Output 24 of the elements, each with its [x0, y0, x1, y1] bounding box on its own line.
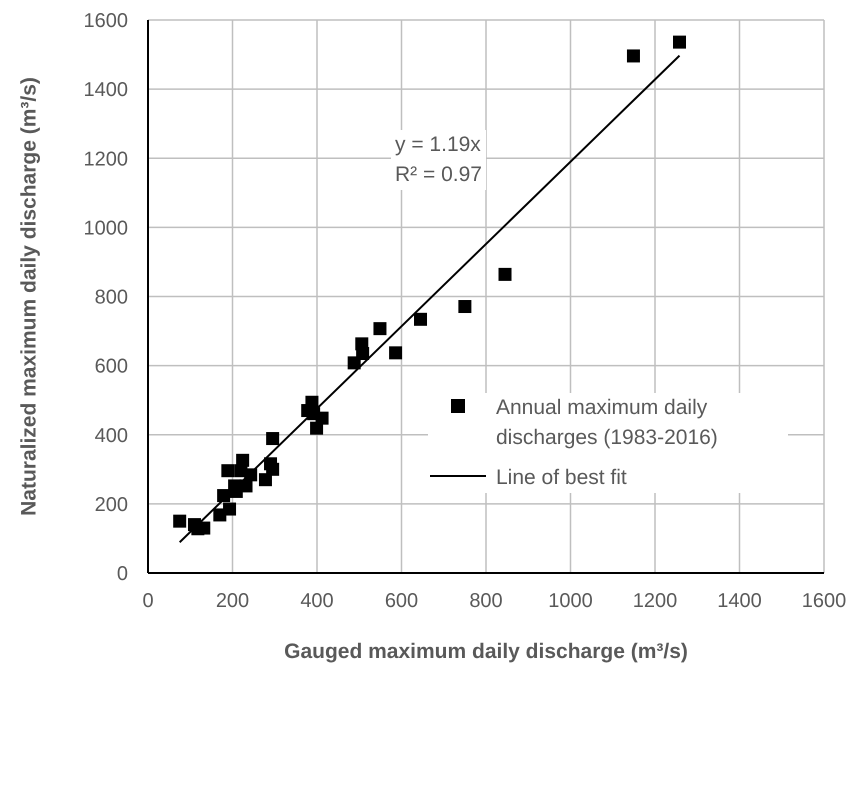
legend-label: Annual maximum daily discharges (1983-2016)	[496, 395, 719, 451]
x-tick-label: 1400	[717, 590, 762, 612]
y-tick-label: 200	[94, 494, 128, 516]
x-tick-label: 1200	[632, 590, 678, 612]
legend-label: Line of best fit	[496, 465, 627, 491]
y-tick-label: 400	[94, 424, 128, 447]
y-tick-label: 600	[94, 356, 128, 378]
x-axis-title: Gauged maximum daily discharge (m³/s)	[284, 640, 688, 663]
x-tick-label: 0	[142, 590, 154, 612]
y-tick-label: 1000	[84, 217, 128, 240]
y-axis-title: Naturalized maximum daily discharge (m³/s)	[17, 77, 40, 516]
x-tick-label: 200	[216, 590, 250, 612]
annotation: R² = 0.97	[395, 162, 482, 188]
y-tick-label: 1600	[84, 10, 128, 32]
x-tick-label: 1000	[548, 590, 593, 612]
x-tick-label: 600	[384, 590, 418, 612]
y-tick-label: 800	[94, 286, 128, 309]
x-tick-label: 400	[300, 590, 334, 612]
x-tick-label: 800	[469, 590, 503, 612]
y-tick-label: 1200	[84, 148, 128, 170]
x-tick-label: 1600	[802, 590, 846, 612]
annotation: y = 1.19x	[395, 132, 482, 158]
y-tick-label: 0	[116, 563, 128, 586]
y-tick-label: 1400	[84, 79, 128, 102]
